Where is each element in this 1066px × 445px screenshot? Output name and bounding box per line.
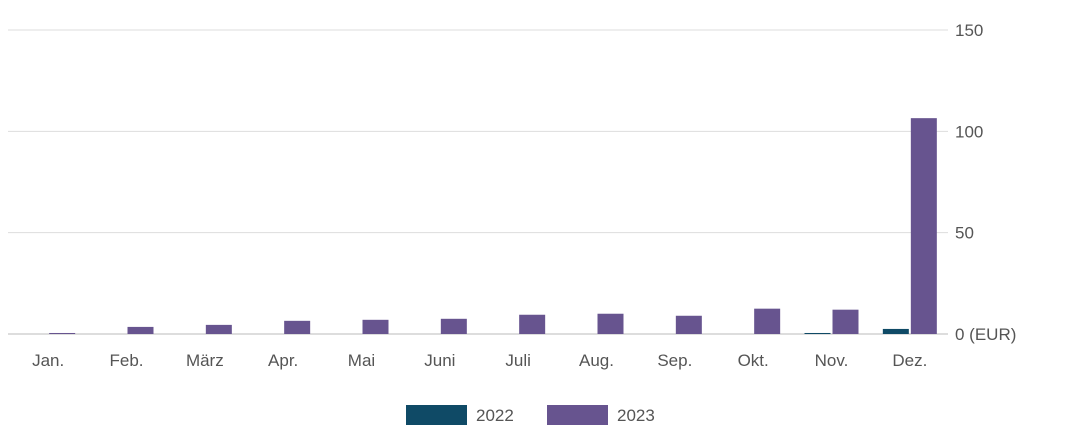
bar-2023-11 bbox=[910, 118, 937, 334]
bar-2023-2 bbox=[205, 324, 232, 334]
bar-2023-7 bbox=[597, 313, 624, 334]
x-tick-label: März bbox=[186, 351, 224, 370]
legend: 2022 2023 bbox=[406, 405, 655, 425]
legend-swatch-2023 bbox=[547, 405, 608, 425]
bar-2023-10 bbox=[832, 309, 859, 334]
x-tick-label: Aug. bbox=[579, 351, 614, 370]
x-tick-label: Jan. bbox=[32, 351, 64, 370]
bar-2023-5 bbox=[440, 318, 467, 334]
bar-2023-9 bbox=[754, 308, 781, 334]
x-tick-label: Nov. bbox=[815, 351, 849, 370]
x-axis-labels: Jan. Feb. März Apr. Mai Juni Juli Aug. Sep. Okt. N… bbox=[32, 351, 927, 370]
x-tick-label: Apr. bbox=[268, 351, 298, 370]
bar-2023-4 bbox=[362, 319, 389, 334]
y-tick-label: 0 (EUR) bbox=[955, 325, 1016, 344]
grid-lines bbox=[8, 29, 948, 335]
y-axis-labels: 150 100 50 0 (EUR) bbox=[955, 21, 1016, 344]
legend-label: 2023 bbox=[617, 406, 655, 425]
bar-2023-3 bbox=[284, 320, 311, 334]
bar-2023-8 bbox=[675, 315, 702, 334]
bars bbox=[49, 118, 937, 334]
bar-2023-0 bbox=[49, 332, 76, 334]
y-tick-label: 100 bbox=[955, 122, 983, 141]
x-tick-label: Feb. bbox=[109, 351, 143, 370]
bar-2022-10 bbox=[804, 332, 831, 334]
y-tick-label: 50 bbox=[955, 224, 974, 243]
legend-label: 2022 bbox=[476, 406, 514, 425]
bar-2022-11 bbox=[882, 328, 909, 334]
bar-2023-1 bbox=[127, 326, 154, 334]
legend-swatch-2022 bbox=[406, 405, 467, 425]
x-tick-label: Juni bbox=[424, 351, 455, 370]
x-tick-label: Mai bbox=[348, 351, 375, 370]
x-tick-label: Sep. bbox=[657, 351, 692, 370]
y-tick-label: 150 bbox=[955, 21, 983, 40]
bar-2023-6 bbox=[519, 314, 546, 334]
x-tick-label: Dez. bbox=[892, 351, 927, 370]
x-tick-label: Okt. bbox=[738, 351, 769, 370]
x-tick-label: Juli bbox=[505, 351, 531, 370]
